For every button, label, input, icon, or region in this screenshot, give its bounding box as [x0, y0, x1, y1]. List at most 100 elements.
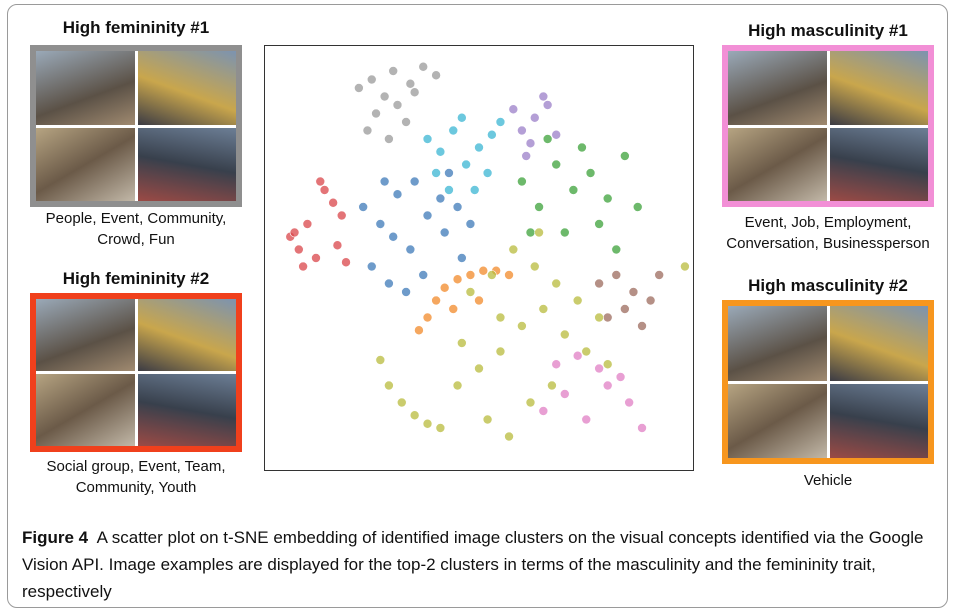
point	[303, 220, 312, 229]
point	[509, 245, 518, 254]
point	[629, 288, 638, 297]
point	[526, 228, 535, 237]
point	[406, 245, 415, 254]
photo	[138, 374, 237, 446]
caption-line: People, Event, Community,	[11, 208, 261, 229]
point	[633, 203, 642, 212]
point	[552, 279, 561, 288]
point	[638, 322, 647, 331]
point	[483, 415, 492, 424]
point	[329, 198, 338, 207]
photo	[728, 51, 827, 125]
photo	[138, 51, 237, 125]
panel-caption: People, Event, Community,Crowd, Fun	[11, 208, 261, 250]
point	[539, 407, 548, 416]
point	[389, 67, 398, 76]
point	[573, 296, 582, 305]
point	[294, 245, 303, 254]
point	[393, 190, 402, 199]
point	[333, 241, 342, 250]
point	[517, 177, 526, 186]
point	[543, 135, 552, 144]
photo	[36, 299, 135, 371]
point	[475, 143, 484, 152]
photo	[728, 306, 827, 381]
point	[423, 211, 432, 220]
point	[475, 364, 484, 373]
point	[603, 194, 612, 203]
point	[402, 288, 411, 297]
point	[414, 326, 423, 335]
point	[612, 245, 621, 254]
point	[466, 288, 475, 297]
point	[552, 360, 561, 369]
page: {"panels": [ {"title": "High femininity …	[0, 0, 957, 615]
point	[479, 266, 488, 275]
point	[595, 220, 604, 229]
point	[380, 92, 389, 101]
point	[419, 271, 428, 280]
point	[384, 279, 393, 288]
point	[436, 194, 445, 203]
point	[547, 381, 556, 390]
point	[625, 398, 634, 407]
caption-label: Figure 4	[22, 528, 88, 547]
point	[423, 419, 432, 428]
point	[316, 177, 325, 186]
point	[595, 364, 604, 373]
point	[603, 360, 612, 369]
point	[560, 330, 569, 339]
point	[530, 262, 539, 271]
panel-title: High femininity #2	[16, 269, 256, 289]
point	[419, 62, 428, 71]
point	[470, 186, 479, 195]
panel-title: High masculinity #1	[708, 21, 948, 41]
point	[384, 381, 393, 390]
point	[453, 275, 462, 284]
point	[582, 415, 591, 424]
figure-caption: Figure 4 A scatter plot on t-SNE embeddi…	[22, 524, 942, 605]
photo-grid	[30, 45, 242, 207]
point	[432, 296, 441, 305]
point	[552, 130, 561, 139]
point	[483, 169, 492, 178]
point	[487, 130, 496, 139]
point	[380, 177, 389, 186]
caption-line: Conversation, Businessperson	[703, 233, 953, 254]
point	[462, 160, 471, 169]
photo	[36, 51, 135, 125]
point	[397, 398, 406, 407]
point	[505, 432, 514, 441]
point	[569, 186, 578, 195]
point	[363, 126, 372, 135]
photo-grid	[722, 45, 934, 207]
point	[505, 271, 514, 280]
point	[535, 228, 544, 237]
point	[337, 211, 346, 220]
point	[453, 203, 462, 212]
panel-title: High femininity #1	[16, 18, 256, 38]
point	[440, 283, 449, 292]
point	[453, 381, 462, 390]
point	[530, 113, 539, 122]
point	[603, 381, 612, 390]
point	[444, 169, 453, 178]
point	[449, 305, 458, 314]
photo-grid	[30, 293, 242, 452]
point	[496, 347, 505, 356]
point	[560, 228, 569, 237]
point	[444, 186, 453, 195]
point	[517, 126, 526, 135]
point	[620, 305, 629, 314]
photo	[138, 128, 237, 202]
point	[410, 88, 419, 97]
photo-grid	[722, 300, 934, 464]
point	[535, 203, 544, 212]
point	[457, 113, 466, 122]
point	[466, 271, 475, 280]
point	[595, 313, 604, 322]
point	[655, 271, 664, 280]
point	[603, 313, 612, 322]
photo	[830, 128, 929, 202]
panel-title: High masculinity #2	[708, 276, 948, 296]
